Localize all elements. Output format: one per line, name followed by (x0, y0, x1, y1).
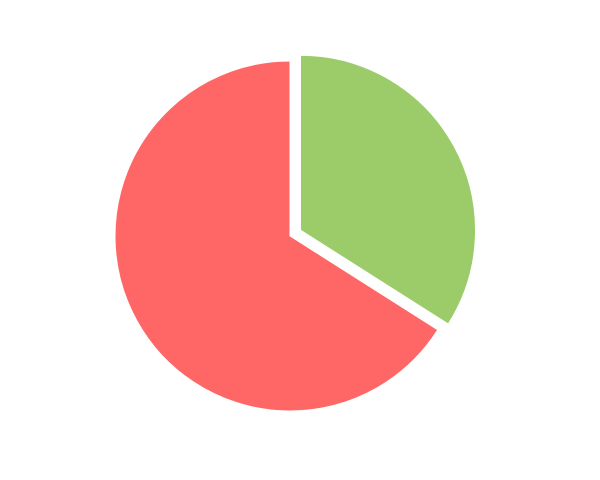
pie-slice (300, 54, 477, 325)
pie-slice (114, 60, 439, 412)
